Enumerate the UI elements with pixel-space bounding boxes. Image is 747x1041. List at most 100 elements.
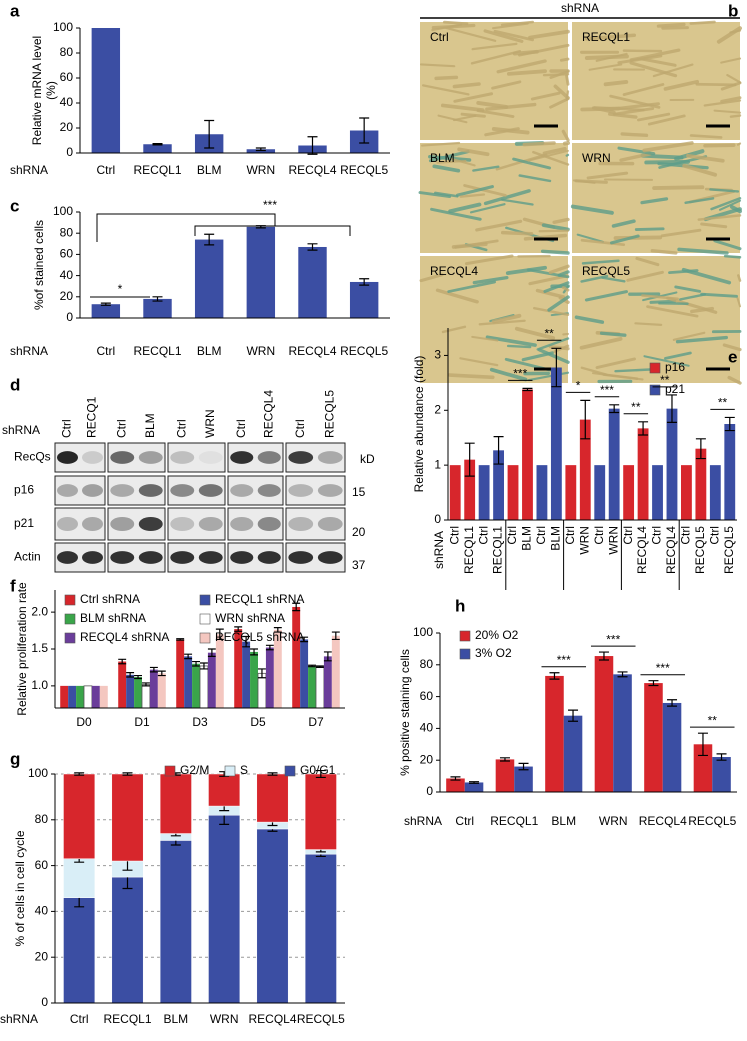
lane-label: RECQL4 xyxy=(261,390,275,438)
error-bar xyxy=(142,682,150,687)
cell xyxy=(514,326,556,340)
cell xyxy=(561,129,570,142)
bar xyxy=(550,367,562,520)
bar xyxy=(507,465,519,520)
cell xyxy=(527,149,570,162)
cell xyxy=(565,90,570,101)
legend-swatch xyxy=(284,765,296,777)
significance: *** xyxy=(513,367,527,381)
image-header: shRNA xyxy=(561,1,599,15)
cell xyxy=(729,29,742,34)
error-bar xyxy=(551,347,562,388)
cell xyxy=(709,188,740,193)
x-tick-label: Ctrl xyxy=(621,526,635,545)
cell xyxy=(493,29,535,42)
bar xyxy=(91,304,121,318)
error-bar xyxy=(580,399,591,440)
cell xyxy=(595,357,636,370)
significance: ** xyxy=(708,713,718,727)
y-tick-label: 80 xyxy=(35,812,49,826)
cell xyxy=(478,319,526,326)
error-bar xyxy=(549,672,560,680)
x-tick-label: RECQL1 xyxy=(133,163,181,177)
cell xyxy=(428,150,470,163)
cell xyxy=(626,270,664,282)
bar xyxy=(300,639,309,708)
band xyxy=(82,451,103,464)
legend-swatch xyxy=(199,632,211,644)
y-tick-label: 2 xyxy=(434,402,441,416)
cell xyxy=(684,197,715,205)
bar xyxy=(157,673,166,708)
cell xyxy=(686,153,725,163)
cell xyxy=(574,315,605,324)
bar xyxy=(666,408,678,520)
legend-label: BLM shRNA xyxy=(80,611,146,625)
bar xyxy=(323,656,332,708)
cell xyxy=(609,94,661,109)
cell xyxy=(451,157,476,167)
image-label: Ctrl xyxy=(430,30,449,44)
x-tick-label: RECQL4 xyxy=(664,526,678,574)
x-tick-label: RECQL1 xyxy=(133,344,181,358)
cell xyxy=(528,274,569,286)
bar xyxy=(712,757,731,792)
error-bar xyxy=(323,651,332,662)
x-tick-label: BLM xyxy=(197,163,222,177)
cell xyxy=(581,259,620,265)
error-bar xyxy=(273,627,282,633)
cell xyxy=(522,141,556,147)
error-bar xyxy=(469,781,480,784)
cell xyxy=(549,97,570,109)
bar xyxy=(594,656,614,792)
y-tick-label: 40 xyxy=(420,721,434,735)
bar xyxy=(693,744,713,792)
x-tick-label: RECQL5 xyxy=(722,526,736,574)
cell xyxy=(485,335,537,347)
cell xyxy=(542,146,567,156)
bar xyxy=(464,782,484,792)
cell xyxy=(535,288,566,299)
band xyxy=(230,551,254,564)
legend-label: 20% O2 xyxy=(475,628,519,642)
cell xyxy=(435,288,479,304)
y-tick-label: 20 xyxy=(60,120,74,134)
row-title: shRNA xyxy=(10,163,48,177)
bar-segment xyxy=(111,773,144,862)
y-axis-label: Relative abundance (fold) xyxy=(412,356,426,493)
cell xyxy=(542,72,570,77)
cell xyxy=(593,106,645,112)
x-tick-label: Ctrl xyxy=(563,526,577,545)
cell xyxy=(491,126,530,135)
lane-label: Ctrl xyxy=(293,419,307,438)
y-axis-label: (%) xyxy=(44,81,58,100)
bar xyxy=(545,675,564,792)
band xyxy=(170,484,195,497)
cell xyxy=(421,84,470,96)
legend-swatch xyxy=(64,613,76,625)
significance: *** xyxy=(557,653,571,667)
y-tick-label: 0 xyxy=(66,310,73,324)
bar-segment xyxy=(304,773,337,850)
bar-segment xyxy=(111,876,144,1004)
cell xyxy=(736,142,742,146)
cell xyxy=(543,281,570,293)
cell xyxy=(553,84,570,100)
error-bar xyxy=(359,278,370,286)
panel-label: g xyxy=(10,749,20,768)
y-tick-label: 80 xyxy=(60,45,74,59)
bar xyxy=(194,239,224,318)
y-axis-label: Relative mRNA level xyxy=(30,36,44,145)
cell xyxy=(500,198,534,206)
band xyxy=(110,484,135,497)
x-tick-label: D3 xyxy=(192,715,208,729)
y-tick-label: 40 xyxy=(60,268,74,282)
cell xyxy=(649,299,677,304)
band xyxy=(198,451,223,464)
cell xyxy=(570,204,614,215)
cell xyxy=(652,185,705,191)
bar xyxy=(449,465,461,520)
bar-segment xyxy=(208,814,241,1004)
y-tick-label: 100 xyxy=(28,766,48,780)
cell xyxy=(523,233,568,241)
